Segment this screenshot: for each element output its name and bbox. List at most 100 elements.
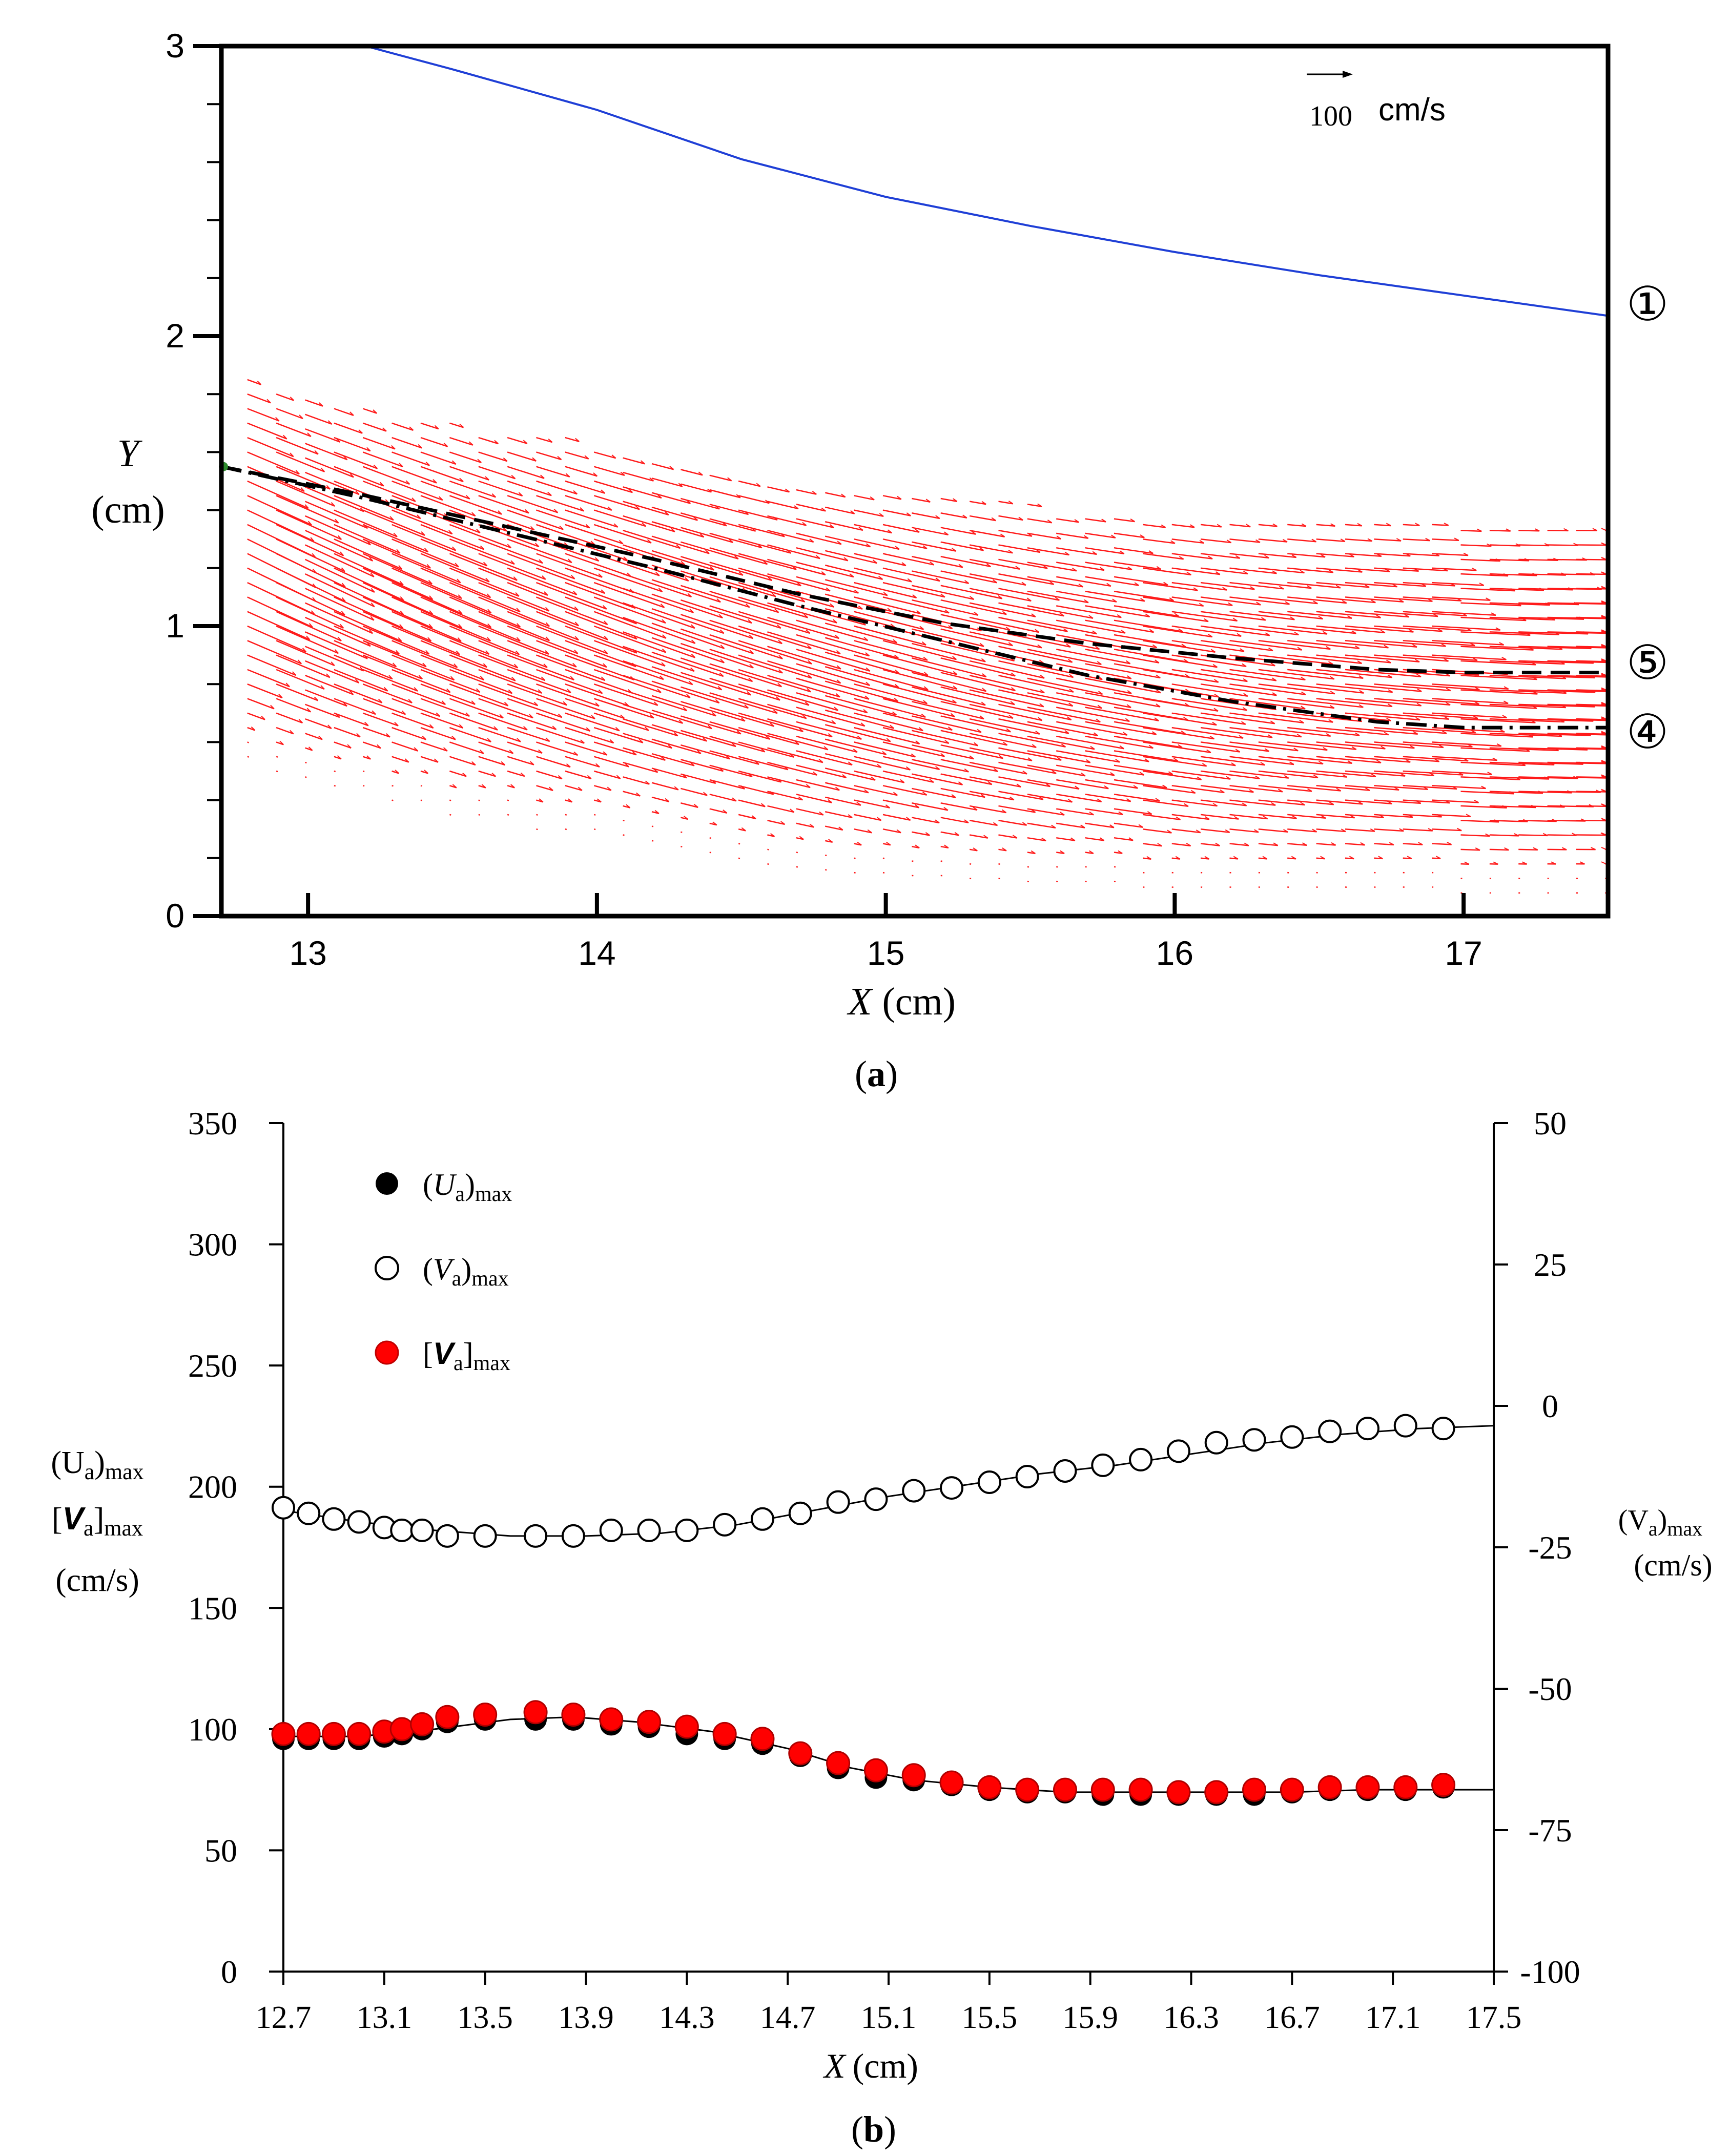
velocity-vector xyxy=(420,422,439,430)
velocity-vector xyxy=(1576,733,1607,735)
velocity-vector xyxy=(1143,799,1189,807)
velocity-vector xyxy=(1403,785,1457,790)
velocity-vector-head xyxy=(864,695,870,700)
velocity-vector xyxy=(882,756,940,770)
velocity-vector-head xyxy=(866,543,871,547)
velocity-vector xyxy=(593,770,621,779)
velocity-vector-head xyxy=(987,781,993,785)
velocity-vector xyxy=(1143,712,1217,726)
velocity-vector xyxy=(1171,799,1218,807)
velocity-vector-head xyxy=(510,784,515,789)
velocity-vector xyxy=(1374,654,1449,662)
velocity-vector xyxy=(593,669,662,693)
velocity-vector xyxy=(1287,857,1296,860)
velocity-vector xyxy=(1056,764,1115,776)
velocity-vector-head xyxy=(981,658,986,662)
line-label-4: ④ xyxy=(1626,706,1669,758)
velocity-vector xyxy=(334,524,401,554)
velocity-vector-head xyxy=(684,577,689,582)
velocity-vector-head xyxy=(567,689,571,693)
velocity-vector-head xyxy=(981,701,986,706)
panel-b-xtick-label-10: 16.7 xyxy=(1264,2000,1320,2035)
velocity-vector xyxy=(1576,819,1607,822)
velocity-vector xyxy=(1287,756,1352,764)
velocity-vector xyxy=(507,770,525,777)
velocity-vector xyxy=(854,698,926,718)
velocity-vector-head xyxy=(399,581,404,586)
velocity-vector-head xyxy=(1291,554,1297,558)
velocity-vector xyxy=(767,703,836,724)
velocity-vector xyxy=(854,785,898,796)
velocity-vector xyxy=(449,451,482,463)
velocity-vector xyxy=(940,759,998,772)
velocity-vector-head xyxy=(640,460,645,465)
velocity-vector-head xyxy=(635,506,640,510)
velocity-vector xyxy=(1143,538,1176,544)
velocity-vector xyxy=(1143,524,1166,528)
velocity-vector xyxy=(998,616,1068,632)
velocity-vector xyxy=(825,738,887,755)
velocity-vector xyxy=(738,857,740,859)
velocity-vector-head xyxy=(1477,528,1482,532)
velocity-vector xyxy=(247,393,271,404)
velocity-vector-head xyxy=(865,652,870,656)
velocity-vector xyxy=(767,718,833,738)
velocity-vector xyxy=(709,547,768,565)
velocity-vector xyxy=(1085,822,1115,828)
velocity-vector xyxy=(738,480,761,487)
panel-b-xtick-label-4: 14.3 xyxy=(659,2000,715,2035)
velocity-vector xyxy=(1287,698,1364,708)
velocity-vector-head xyxy=(1083,535,1089,539)
velocity-vector-head xyxy=(1022,770,1027,775)
data-point-open-black xyxy=(864,1487,888,1511)
velocity-vector-head xyxy=(1386,659,1391,664)
data-point-filled-red xyxy=(296,1722,321,1746)
velocity-vector xyxy=(247,683,283,699)
velocity-vector-head xyxy=(548,439,553,443)
velocity-vector-head xyxy=(1202,763,1207,767)
velocity-vector-head xyxy=(686,694,691,698)
velocity-vector xyxy=(825,869,827,871)
velocity-vector xyxy=(449,640,518,669)
velocity-vector-head xyxy=(1328,569,1334,573)
velocity-vector-head xyxy=(507,544,512,548)
velocity-vector-head xyxy=(1011,672,1016,677)
velocity-vector xyxy=(247,596,313,628)
panel-b-right-ylabel-unit: (cm/s) xyxy=(1634,1548,1712,1582)
data-point-filled-red xyxy=(435,1705,460,1729)
fit-line-va xyxy=(283,1425,1494,1537)
velocity-vector xyxy=(1345,756,1411,763)
velocity-vector xyxy=(1460,558,1500,562)
velocity-vector-head xyxy=(1190,790,1196,794)
panel-a-caption-letter: a xyxy=(867,1053,885,1094)
velocity-vector-head xyxy=(1138,824,1143,828)
velocity-vector xyxy=(912,555,963,568)
velocity-vector-head xyxy=(1438,744,1444,748)
velocity-vector xyxy=(1403,567,1448,572)
velocity-vector-head xyxy=(923,672,929,676)
velocity-vector-head xyxy=(604,649,608,654)
velocity-vector-head xyxy=(1313,600,1318,604)
velocity-vector-head xyxy=(1441,643,1447,647)
velocity-vector-head xyxy=(347,744,352,749)
velocity-vector xyxy=(1518,588,1573,591)
velocity-vector xyxy=(305,428,340,443)
velocity-vector-head xyxy=(1012,835,1018,839)
velocity-vector-head xyxy=(929,561,935,566)
velocity-vector xyxy=(478,625,549,655)
velocity-vector xyxy=(1200,625,1270,636)
velocity-vector xyxy=(738,698,807,719)
velocity-vector xyxy=(651,666,722,691)
velocity-vector xyxy=(362,480,416,502)
velocity-vector xyxy=(651,796,670,802)
velocity-vector xyxy=(1171,683,1248,697)
velocity-vector xyxy=(882,712,953,731)
velocity-vector-head xyxy=(809,823,814,828)
velocity-vector-head xyxy=(615,727,620,731)
velocity-vector-head xyxy=(1542,833,1548,836)
velocity-vector-head xyxy=(1106,583,1111,587)
velocity-vector xyxy=(1489,558,1530,562)
velocity-vector-head xyxy=(732,797,737,802)
velocity-vector xyxy=(1200,814,1239,820)
velocity-vector-head xyxy=(1055,597,1060,601)
